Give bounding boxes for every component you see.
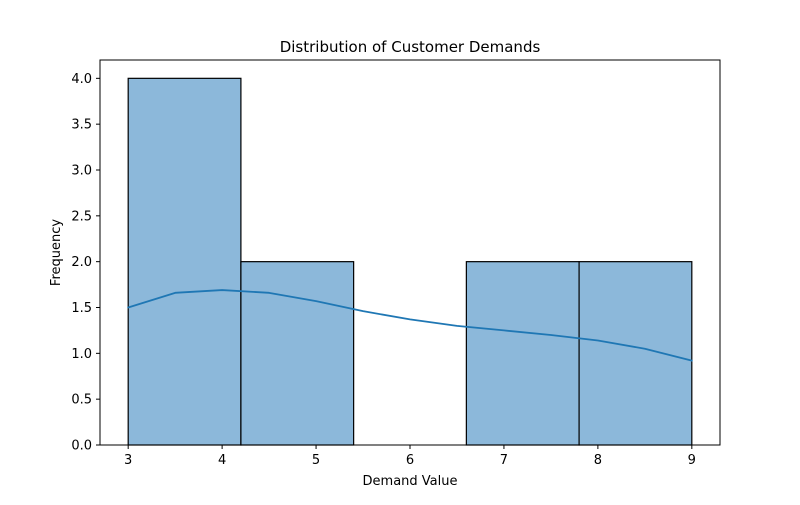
y-tick-label: 0.5 [71,393,92,408]
bars-layer [127,77,693,446]
kde-layer [127,289,693,362]
kde-curve [127,289,693,362]
y-tick-label: 4.0 [71,72,92,87]
y-axis-ticks: 0.0 0.5 1.0 1.5 2.0 2.5 3.0 3.5 4.0 [71,72,100,454]
histogram-bar-2 [240,261,355,446]
x-tick-label: 7 [500,453,508,468]
y-tick-label: 2.0 [71,255,92,270]
x-axis-ticks: 3 4 5 6 7 8 9 [124,445,696,468]
x-tick-label: 9 [688,453,696,468]
x-tick-label: 6 [406,453,414,468]
histogram-bar-4 [465,261,580,446]
y-tick-label: 1.0 [71,347,92,362]
histogram-bar-5 [578,261,693,446]
y-tick-label: 2.5 [71,209,92,224]
x-tick-label: 8 [594,453,602,468]
y-axis-label: Frequency [49,219,64,286]
y-tick-label: 3.0 [71,164,92,179]
x-axis-label: Demand Value [363,474,458,489]
y-tick-label: 1.5 [71,301,92,316]
x-tick-label: 3 [124,453,132,468]
histogram-bar-1 [127,77,242,446]
x-tick-label: 5 [312,453,320,468]
y-tick-label: 3.5 [71,118,92,133]
x-tick-label: 4 [218,453,226,468]
chart-title: Distribution of Customer Demands [280,38,541,56]
y-tick-label: 0.0 [71,439,92,454]
